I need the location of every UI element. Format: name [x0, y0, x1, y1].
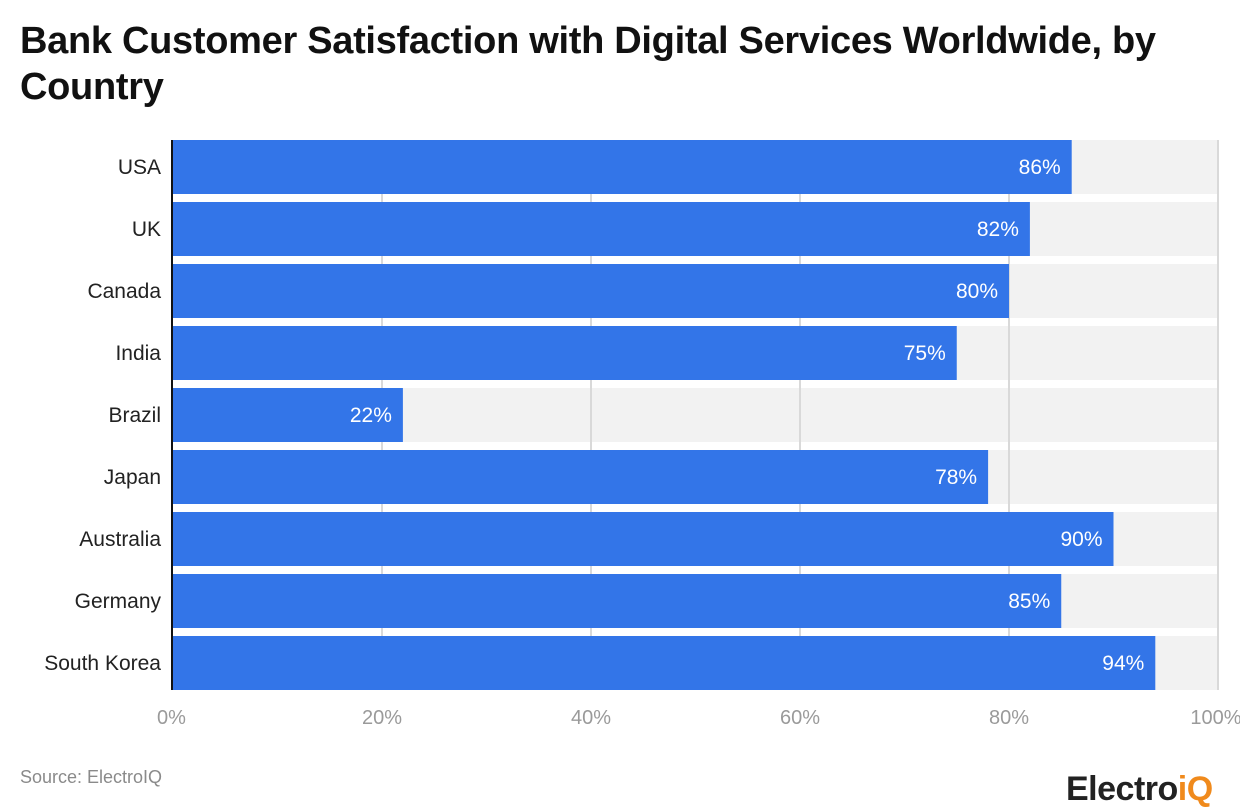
x-tick-label: 0% — [157, 707, 186, 729]
bar-uk — [173, 202, 1030, 256]
bar-usa — [173, 140, 1072, 194]
bar-brazil — [173, 388, 403, 442]
category-label: India — [115, 342, 161, 365]
bar-australia — [173, 512, 1114, 566]
bar-japan — [173, 450, 989, 504]
source-note: Source: ElectroIQ — [20, 767, 163, 787]
category-label: Germany — [75, 590, 162, 613]
category-label: Brazil — [108, 404, 161, 427]
category-label: Australia — [79, 528, 161, 551]
x-tick-label: 100% — [1190, 707, 1240, 729]
data-label: 75% — [904, 342, 946, 365]
data-label: 80% — [956, 280, 998, 303]
category-label: UK — [132, 218, 161, 241]
x-tick-label: 40% — [571, 707, 611, 729]
x-tick-label: 60% — [780, 707, 820, 729]
logo-accent-text: iQ — [1177, 770, 1213, 808]
data-label: 22% — [350, 404, 392, 427]
data-label: 90% — [1060, 528, 1102, 551]
category-label: USA — [118, 156, 161, 179]
category-label: Japan — [104, 466, 161, 489]
data-label: 82% — [977, 218, 1019, 241]
x-tick-label: 80% — [989, 707, 1029, 729]
bar-canada — [173, 264, 1009, 318]
bar-germany — [173, 574, 1062, 628]
chart-title: Bank Customer Satisfaction with Digital … — [20, 20, 1156, 108]
category-label: Canada — [87, 280, 161, 303]
logo-text: Electro — [1066, 770, 1178, 808]
data-label: 78% — [935, 466, 977, 489]
category-label: South Korea — [44, 652, 161, 675]
data-label: 86% — [1019, 156, 1061, 179]
electroiq-logo: ElectroiQ — [1066, 770, 1213, 809]
bar-south-korea — [173, 636, 1156, 690]
x-tick-label: 20% — [362, 707, 402, 729]
bar-india — [173, 326, 957, 380]
data-label: 85% — [1008, 590, 1050, 613]
data-label: 94% — [1102, 652, 1144, 675]
